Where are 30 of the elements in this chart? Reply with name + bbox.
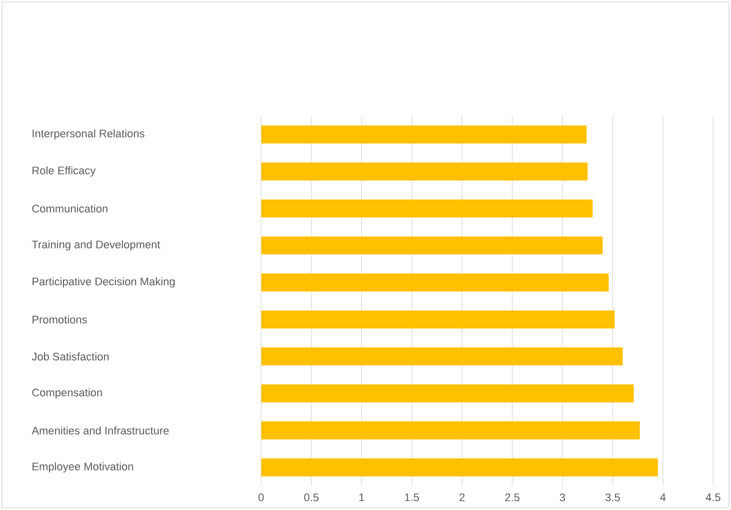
- x-tick-label: 2: [460, 493, 465, 502]
- x-tick-label: 4.5: [706, 493, 720, 502]
- x-tick-label: 4: [660, 493, 666, 502]
- bar: [261, 125, 587, 144]
- bar: [261, 162, 588, 180]
- bar: [261, 458, 658, 476]
- x-tick-label: 1: [359, 493, 364, 502]
- bar: [261, 421, 640, 440]
- bar: [261, 310, 615, 328]
- x-tick-label: 0: [258, 493, 264, 502]
- x-tick-label: 3.5: [605, 493, 620, 502]
- bar: [261, 199, 593, 218]
- bar: [261, 236, 603, 254]
- y-tick-label: Training and Development: [32, 240, 160, 251]
- y-tick-label: Amenities and Infrastructure: [32, 426, 169, 434]
- bar: [261, 384, 634, 402]
- y-tick-label: Compensation: [32, 388, 102, 399]
- y-tick-label: Participative Decision Making: [32, 277, 175, 288]
- y-tick-label: Communication: [32, 204, 108, 212]
- y-tick-label: Promotions: [32, 315, 87, 324]
- x-tick-label: 2.5: [505, 493, 520, 502]
- y-tick-label: Job Satisfaction: [32, 352, 109, 360]
- bar: [261, 273, 609, 292]
- y-tick-label: Role Efficacy: [32, 166, 96, 177]
- x-tick-label: 0.5: [304, 493, 319, 502]
- y-tick-label: Employee Motivation: [32, 462, 134, 473]
- bar: [261, 347, 623, 366]
- y-tick-label: Interpersonal Relations: [32, 129, 144, 140]
- x-tick-label: 3: [560, 493, 566, 502]
- x-tick-label: 1.5: [405, 493, 419, 502]
